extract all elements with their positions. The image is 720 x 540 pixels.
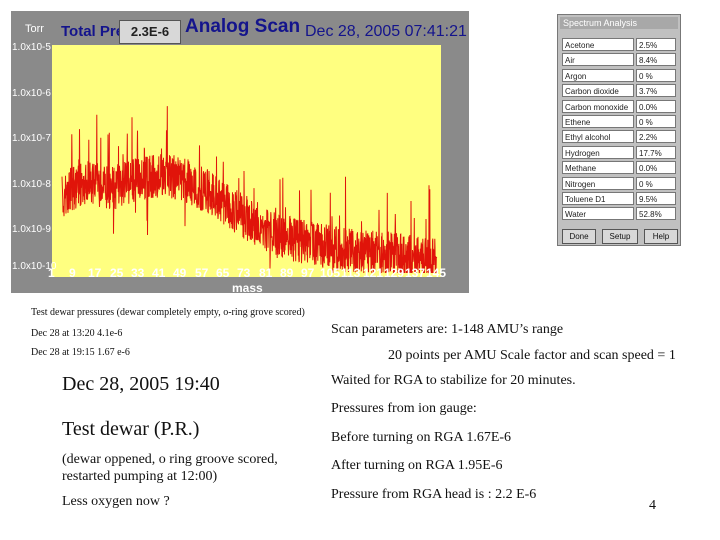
note-detail-line-1: (dewar oppened, o ring groove scored, [62,452,278,467]
param-line-5: Before turning on RGA 1.67E-6 [331,430,512,445]
x-tick-label: 57 [195,266,209,280]
gas-name: Carbon dioxide [562,84,634,98]
note-test: Test dewar (P.R.) [62,418,200,440]
x-axis-title: mass [232,281,263,295]
gas-percent: 2.2% [636,130,676,144]
gas-name: Air [562,53,634,67]
x-tick-label: 129 [384,266,405,280]
x-tick-label: 137 [405,266,426,280]
gas-row: Argon 0 % [562,68,678,83]
scan-title: Analog Scan [185,16,301,37]
y-tick-label: 1.0x10-5 [12,42,51,53]
x-tick-label: 81 [259,266,273,280]
y-tick-label: 1.0x10-6 [12,88,51,99]
dialog-buttons: Done Setup Help [562,229,678,244]
gas-name: Water [562,207,634,221]
gas-name: Toluene D1 [562,191,634,205]
x-tick-label: 89 [280,266,294,280]
gas-percent: 0 % [636,176,676,190]
done-button[interactable]: Done [562,229,596,244]
gas-row: Air 8.4% [562,52,678,67]
gas-row: Ethyl alcohol 2.2% [562,129,678,144]
y-tick-label: 1.0x10-8 [12,179,51,190]
spectrum-analysis-dialog: Spectrum Analysis Acetone 2.5% Air 8.4% Ar… [557,14,681,246]
gas-percent: 8.4% [636,53,676,67]
x-tick-label: 25 [110,266,124,280]
mass-spectrum-trace [61,106,438,274]
x-tick-label: 17 [88,266,102,280]
page-number: 4 [649,498,656,513]
scan-caption: Test dewar pressures (dewar completely e… [31,307,305,318]
x-tick-label: 9 [69,266,76,280]
x-tick-label: 97 [301,266,315,280]
pressure-reading-1: Dec 28 at 13:20 4.1e-6 [31,328,123,339]
gas-row: Acetone 2.5% [562,37,678,52]
gas-name: Acetone [562,38,634,51]
param-line-6: After turning on RGA 1.95E-6 [331,458,503,473]
note-detail-line-2: restarted pumping at 12:00) [62,469,218,484]
gas-row: Methane 0.0% [562,160,678,175]
dialog-title: Spectrum Analysis [560,17,678,29]
gas-row: Carbon dioxide 3.7% [562,83,678,98]
x-tick-label: 105 [320,266,341,280]
gas-row: Nitrogen 0 % [562,176,678,191]
gas-percent: 3.7% [636,84,676,98]
x-tick-label: 113 [341,266,361,280]
param-line-3: Waited for RGA to stabilize for 20 minut… [331,373,576,388]
scan-datetime: Dec 28, 2005 07:41:21 P [305,23,469,40]
gas-percent: 0.0% [636,99,676,113]
y-tick-label: 1.0x10-7 [12,133,51,144]
gas-name: Ethene [562,114,634,128]
param-line-4: Pressures from ion gauge: [331,401,477,416]
setup-button[interactable]: Setup [602,229,638,244]
pressure-unit: Torr [25,23,44,35]
gas-percent: 9.5% [636,191,676,205]
gas-list: Acetone 2.5% Air 8.4% Argon 0 % Carbon diox… [562,37,678,222]
gas-name: Carbon monoxide [562,99,634,113]
note-oxygen: Less oxygen now ? [62,494,170,509]
x-tick-label: 73 [237,266,251,280]
gas-name: Hydrogen [562,145,634,159]
param-line-1: Scan parameters are: 1-148 AMU’s range [331,322,564,337]
gas-percent: 0 % [636,68,676,82]
gas-percent: 0.0% [636,161,676,175]
analog-scan-window: Torr Total Pressure 2.3E-6 Analog Scan D… [11,11,469,295]
gas-percent: 2.5% [636,38,676,51]
gas-name: Argon [562,68,634,82]
y-tick-label: 1.0x10-9 [12,224,51,235]
gas-percent: 0 % [636,114,676,128]
x-tick-label: 49 [173,266,187,280]
gas-name: Methane [562,161,634,175]
param-line-2: 20 points per AMU Scale factor and scan … [388,348,676,363]
gas-row: Ethene 0 % [562,114,678,129]
x-tick-label: 145 [426,266,447,280]
gas-row: Toluene D1 9.5% [562,191,678,206]
total-pressure-value: 2.3E-6 [119,20,181,44]
gas-row: Hydrogen 17.7% [562,145,678,160]
param-line-7: Pressure from RGA head is : 2.2 E-6 [331,487,537,502]
x-tick-label: 1 [48,266,55,280]
x-tick-label: 121 [363,266,384,280]
gas-row: Carbon monoxide 0.0% [562,99,678,114]
gas-name: Nitrogen [562,176,634,190]
help-button[interactable]: Help [644,229,678,244]
gas-row: Water 52.8% [562,206,678,221]
x-tick-label: 33 [131,266,145,280]
y-tick-label: 1.0x10-10 [12,261,57,272]
gas-percent: 52.8% [636,207,676,221]
x-tick-label: 41 [152,266,166,280]
pressure-reading-2: Dec 28 at 19:15 1.67 e-6 [31,347,130,358]
note-date: Dec 28, 2005 19:40 [62,373,220,395]
x-tick-label: 65 [216,266,230,280]
gas-percent: 17.7% [636,145,676,159]
gas-name: Ethyl alcohol [562,130,634,144]
